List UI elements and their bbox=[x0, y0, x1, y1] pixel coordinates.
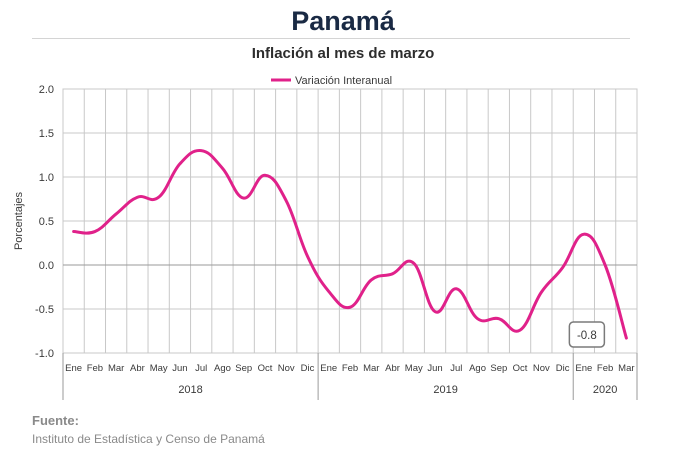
x-tick-label: Dic bbox=[556, 363, 570, 374]
x-tick-label: Ago bbox=[469, 363, 486, 374]
series-line-variacion-interanual bbox=[72, 149, 628, 340]
legend-label: Variación Interanual bbox=[295, 75, 392, 87]
line-chart: 2.0 1.5 1.0 0.5 0.0 -0.5 -1.0 Porcentajes Ene Feb… bbox=[13, 75, 638, 400]
x-tick-label: Oct bbox=[513, 363, 528, 374]
value-callout-box bbox=[568, 321, 606, 348]
x-tick-label: Jul bbox=[450, 363, 462, 374]
x-tick-label: Feb bbox=[87, 363, 103, 374]
y-tick-label: -0.5 bbox=[35, 304, 54, 316]
x-tick-label: Mar bbox=[108, 363, 124, 374]
value-callout-label: -0.8 bbox=[577, 330, 597, 342]
x-tick-label: Mar bbox=[363, 363, 379, 374]
source-label: Fuente: bbox=[32, 413, 79, 428]
y-tick-label: 0.5 bbox=[39, 216, 54, 228]
x-tick-label: Sep bbox=[235, 363, 252, 374]
x-tick-label: Nov bbox=[278, 363, 295, 374]
x-tick-label: Ago bbox=[214, 363, 231, 374]
x-tick-label: Jun bbox=[172, 363, 187, 374]
x-tick-label: Sep bbox=[490, 363, 507, 374]
year-label: 2018 bbox=[178, 384, 202, 396]
x-tick-label: Mar bbox=[618, 363, 634, 374]
x-tick-label: Feb bbox=[342, 363, 358, 374]
y-tick-label: 1.0 bbox=[39, 172, 54, 184]
x-tick-label: Nov bbox=[533, 363, 550, 374]
source-text: Instituto de Estadística y Censo de Pana… bbox=[32, 432, 265, 446]
x-tick-label: May bbox=[405, 363, 423, 374]
chart-subtitle: Inflación al mes de marzo bbox=[251, 45, 435, 62]
x-tick-label: Jun bbox=[427, 363, 442, 374]
title-divider bbox=[32, 38, 630, 39]
x-tick-label: Feb bbox=[597, 363, 613, 374]
y-tick-label: 1.5 bbox=[39, 128, 54, 140]
y-tick-label: 2.0 bbox=[39, 84, 54, 96]
y-tick-label: 0.0 bbox=[39, 260, 54, 272]
x-tick-label: Ene bbox=[575, 363, 592, 374]
x-tick-label: Jul bbox=[195, 363, 207, 374]
x-tick-label: Abr bbox=[130, 363, 145, 374]
y-axis-label: Porcentajes bbox=[13, 191, 25, 250]
x-tick-label: Abr bbox=[385, 363, 400, 374]
year-label: 2020 bbox=[593, 384, 617, 396]
x-tick-label: Dic bbox=[301, 363, 315, 374]
chart-title: Panamá bbox=[291, 6, 395, 36]
x-tick-label: May bbox=[150, 363, 168, 374]
x-tick-label: Ene bbox=[65, 363, 82, 374]
y-tick-label: -1.0 bbox=[35, 348, 54, 360]
x-tick-label: Oct bbox=[258, 363, 273, 374]
year-label: 2019 bbox=[433, 384, 457, 396]
x-tick-label: Ene bbox=[320, 363, 337, 374]
